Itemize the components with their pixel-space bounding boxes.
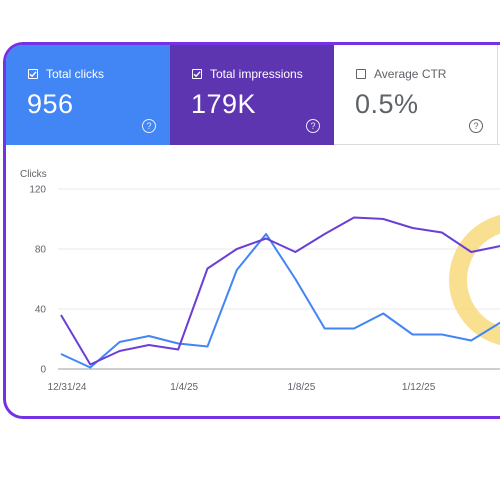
total-clicks-checkbox[interactable]	[28, 69, 38, 79]
total-impressions-checkbox[interactable]	[192, 69, 202, 79]
help-icon[interactable]: ?	[142, 119, 156, 133]
help-icon[interactable]: ?	[469, 119, 483, 133]
total-impressions-header: Total impressions	[192, 67, 303, 81]
help-icon[interactable]: ?	[306, 119, 320, 133]
x-tick-label: 1/12/25	[402, 382, 436, 393]
y-tick-label: 120	[29, 185, 46, 196]
average-ctr-checkbox[interactable]	[356, 69, 366, 79]
series-line-impressions	[60, 216, 500, 366]
total-clicks-value: 956	[27, 89, 74, 119]
watermark-logo	[449, 214, 500, 346]
x-tick-label: 12/31/24	[48, 382, 87, 393]
performance-card: Total clicks 956 ? Total impressions 179…	[3, 42, 500, 419]
total-impressions-label: Total impressions	[210, 67, 303, 81]
x-tick-label: 1/8/25	[287, 382, 315, 393]
average-ctr-label: Average CTR	[374, 67, 447, 81]
average-ctr-value: 0.5%	[355, 89, 419, 119]
performance-chart: Clicks 120 80 40 0 12/31/24 1/4/25 1/8/25 1/12/2…	[6, 145, 500, 416]
total-clicks-header: Total clicks	[28, 67, 104, 81]
y-tick-label: 40	[35, 305, 47, 316]
total-impressions-tab[interactable]: Total impressions 179K ?	[170, 45, 334, 145]
y-tick-label: 0	[40, 365, 46, 376]
x-tick-label: 1/4/25	[170, 382, 198, 393]
total-clicks-label: Total clicks	[46, 67, 105, 81]
y-axis-label: Clicks	[20, 169, 47, 180]
line-chart: Clicks 120 80 40 012/31/24 1/4/25 1/8/25 1/12/2…	[20, 169, 500, 393]
total-impressions-value: 179K	[191, 89, 257, 119]
average-ctr-header: Average CTR	[356, 67, 446, 81]
next-metric-tab[interactable]	[498, 45, 500, 145]
total-clicks-tab[interactable]: Total clicks 956 ?	[6, 45, 170, 145]
average-ctr-tab[interactable]: Average CTR 0.5% ?	[334, 45, 498, 145]
y-tick-label: 80	[35, 245, 47, 256]
series-line-clicks	[60, 233, 500, 369]
metric-tabs: Total clicks 956 ? Total impressions 179…	[6, 45, 500, 145]
